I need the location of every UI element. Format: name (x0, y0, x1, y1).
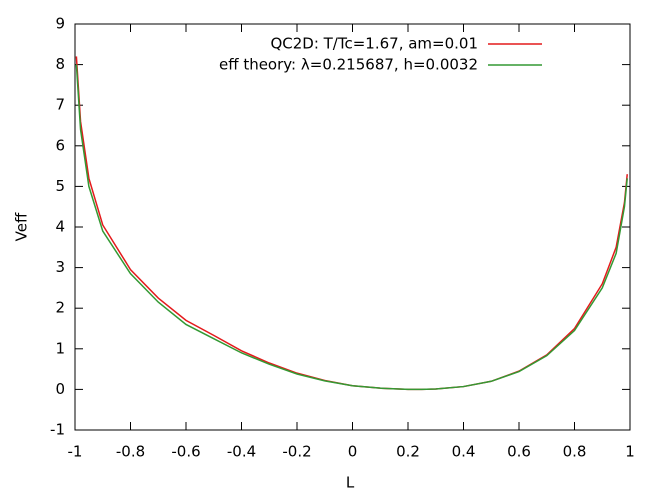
x-tick-label: 0.4 (452, 443, 476, 461)
plot-frame (74, 23, 631, 431)
x-tick-label: 0.8 (563, 443, 587, 461)
y-axis-label: Veff (13, 212, 31, 241)
y-tick-label: 3 (55, 258, 65, 276)
y-tick-label: 8 (55, 55, 65, 73)
x-tick-label: -0.8 (116, 443, 145, 461)
y-tick-label: 9 (55, 15, 65, 33)
y-tick-label: 6 (55, 136, 65, 154)
legend-label: QC2D: T/Tc=1.67, am=0.01 (270, 35, 478, 53)
legend-label: eff theory: λ=0.215687, h=0.0032 (219, 56, 478, 74)
x-tick-label: 0.6 (507, 443, 531, 461)
series-line (75, 64, 628, 391)
x-tick-label: -1 (68, 443, 83, 461)
y-tick-label: 1 (55, 339, 65, 357)
series-line (75, 56, 628, 391)
x-axis-label: L (346, 474, 355, 492)
y-tick-label: 5 (55, 177, 65, 195)
y-tick-label: 0 (55, 380, 65, 398)
y-tick-label: -1 (50, 421, 65, 439)
x-tick-label: -0.4 (227, 443, 256, 461)
x-tick-label: 1 (625, 443, 635, 461)
y-tick-label: 7 (55, 96, 65, 114)
x-tick-label: 0 (348, 443, 358, 461)
y-tick-label: 2 (55, 299, 65, 317)
x-tick-label: 0.2 (396, 443, 420, 461)
x-tick-label: -0.2 (282, 443, 311, 461)
y-tick-label: 4 (55, 218, 65, 236)
x-tick-label: -0.6 (171, 443, 200, 461)
